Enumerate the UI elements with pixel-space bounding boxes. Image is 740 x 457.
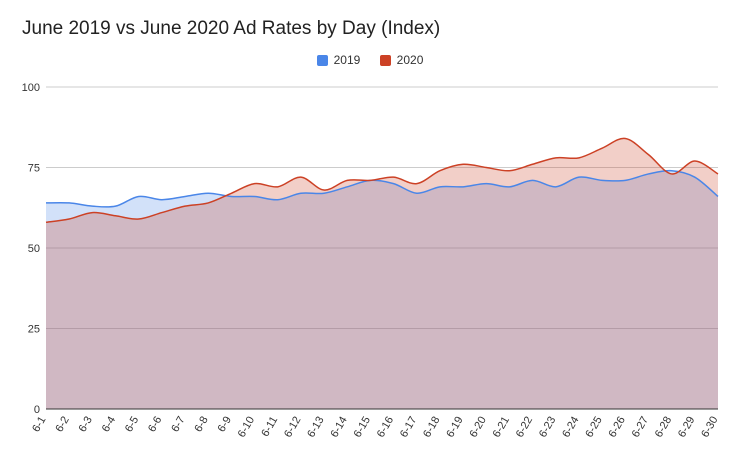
x-tick-label: 6-26 [607, 415, 628, 440]
x-tick-label: 6-2 [53, 415, 71, 435]
legend-swatch-2019 [316, 54, 328, 66]
x-tick-label: 6-12 [282, 415, 303, 440]
x-tick-label: 6-18 [421, 415, 442, 440]
legend-label-2020: 2020 [396, 53, 424, 67]
series-line-2020 [45, 137, 719, 223]
x-tick-label: 6-8 [192, 415, 210, 435]
x-tick-label: 6-20 [467, 415, 488, 440]
y-tick-label: 25 [28, 324, 40, 336]
x-tick-label: 6-9 [216, 415, 234, 435]
legend-label-2019: 2019 [333, 53, 361, 67]
series-line-2019 [45, 169, 719, 208]
x-tick-label: 6-13 [305, 415, 326, 440]
area-fill-2019 [46, 170, 718, 409]
legend-item-2020[interactable]: 2020 [379, 53, 424, 67]
x-tick-label: 6-1 [30, 415, 48, 435]
y-tick-label: 50 [28, 243, 40, 255]
area-fill-2020 [46, 138, 718, 409]
x-tick-label: 6-23 [537, 415, 558, 440]
x-tick-label: 6-24 [560, 415, 581, 440]
y-tick-label: 75 [28, 163, 40, 175]
x-tick-label: 6-10 [236, 415, 257, 440]
x-tick-label: 6-3 [77, 415, 95, 435]
chart-title: June 2019 vs June 2020 Ad Rates by Day (… [22, 18, 441, 39]
x-tick-label: 6-7 [169, 415, 187, 435]
x-tick-label: 6-16 [375, 415, 396, 440]
legend-swatch-2020 [379, 54, 391, 66]
x-tick-label: 6-30 [699, 415, 720, 440]
x-tick-label: 6-27 [630, 415, 651, 440]
legend-item-2019[interactable]: 2019 [316, 53, 361, 67]
x-tick-label: 6-5 [123, 415, 141, 435]
y-tick-label: 100 [22, 82, 40, 94]
x-tick-label: 6-21 [491, 414, 512, 439]
y-tick-label: 0 [34, 404, 40, 416]
x-tick-label: 6-29 [676, 415, 697, 440]
x-tick-label: 6-11 [259, 415, 280, 439]
x-tick-label: 6-4 [100, 415, 118, 435]
x-tick-label: 6-17 [398, 415, 419, 440]
legend: 2019 2020 [0, 53, 740, 69]
x-tick-label: 6-19 [444, 415, 465, 440]
x-tick-label: 6-22 [514, 415, 535, 440]
x-tick-label: 6-15 [352, 415, 373, 440]
x-tick-label: 6-6 [146, 415, 164, 435]
x-tick-label: 6-28 [653, 415, 674, 440]
x-tick-label: 6-14 [328, 415, 349, 440]
x-tick-label: 6-25 [583, 415, 604, 440]
